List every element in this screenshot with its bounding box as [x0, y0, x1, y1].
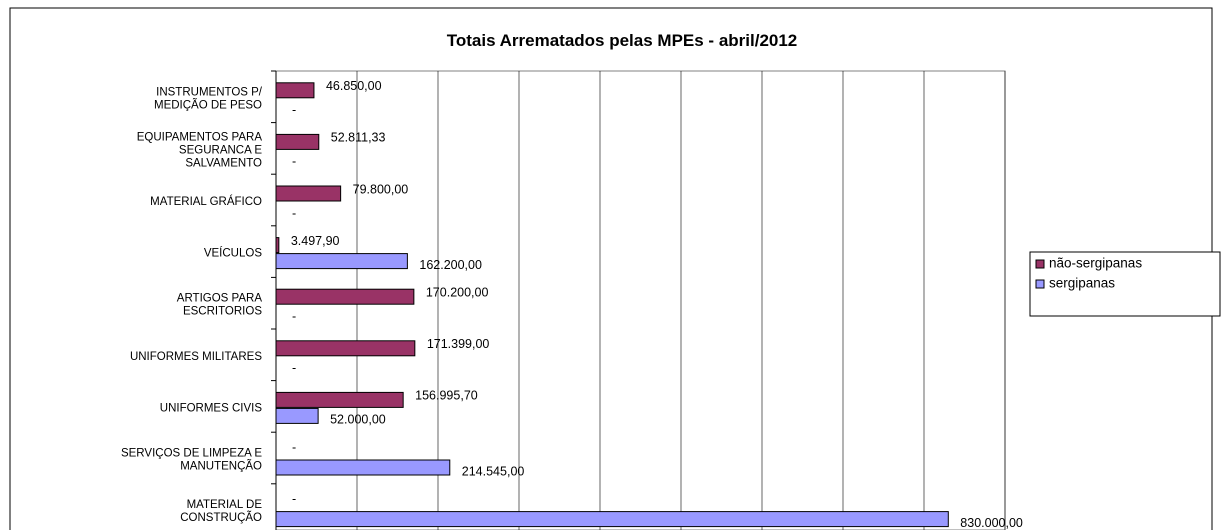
y-tick-label: INSTRUMENTOS P/MEDIÇÃO DE PESO — [154, 86, 263, 111]
data-label: 52.000,00 — [330, 413, 386, 427]
data-label: 52.811,33 — [331, 131, 386, 145]
y-tick-label: EQUIPAMENTOS PARA SEGURANCA E SALVAMENTO — [137, 131, 263, 169]
y-tick-label: ARTIGOS PARA ESCRITORIOS — [177, 293, 263, 318]
data-label: 79.800,00 — [353, 182, 409, 196]
data-label: - — [292, 103, 296, 117]
data-label: 156.995,70 — [415, 389, 478, 403]
data-label: 170.200,00 — [426, 285, 489, 299]
legend — [1029, 251, 1221, 317]
data-label: - — [292, 440, 296, 454]
legend-label: não-sergipanas — [1049, 256, 1142, 271]
legend-swatch — [1035, 259, 1045, 269]
legend-label: sergipanas — [1049, 276, 1115, 291]
y-tick-label: MATERIAL GRÁFICO — [150, 195, 262, 208]
bar — [275, 391, 404, 408]
data-label: - — [292, 361, 296, 375]
bar — [275, 253, 408, 270]
legend-swatch — [1035, 279, 1045, 289]
data-label: 3.497,90 — [291, 234, 340, 248]
y-tick-label: UNIFORMES CIVIS — [160, 402, 263, 414]
data-label: - — [292, 309, 296, 323]
bar — [275, 133, 320, 150]
y-tick-label: SERVIÇOS DE LIMPEZA E MANUTENÇÃO — [121, 448, 262, 473]
bar — [275, 82, 315, 99]
bar — [275, 511, 949, 528]
bar — [275, 459, 451, 476]
bar — [275, 407, 319, 424]
data-label: 830.000,00 — [960, 516, 1023, 530]
y-tick-label: VEÍCULOS — [204, 247, 262, 260]
bar — [275, 185, 342, 202]
chart-title: Totais Arrematados pelas MPEs - abril/20… — [447, 31, 798, 50]
data-label: 46.850,00 — [326, 79, 382, 93]
data-label: 171.399,00 — [427, 337, 490, 351]
bar — [275, 340, 416, 357]
data-label: 214.545,00 — [462, 464, 525, 478]
data-label: - — [292, 206, 296, 220]
bar — [275, 288, 415, 305]
y-tick-label: UNIFORMES MILITARES — [130, 351, 262, 363]
bar — [275, 237, 280, 254]
data-label: 162.200,00 — [419, 258, 482, 272]
y-tick-label: MATERIAL DE CONSTRUÇÃO — [180, 499, 262, 524]
data-label: - — [292, 155, 296, 169]
data-label: - — [292, 492, 296, 506]
